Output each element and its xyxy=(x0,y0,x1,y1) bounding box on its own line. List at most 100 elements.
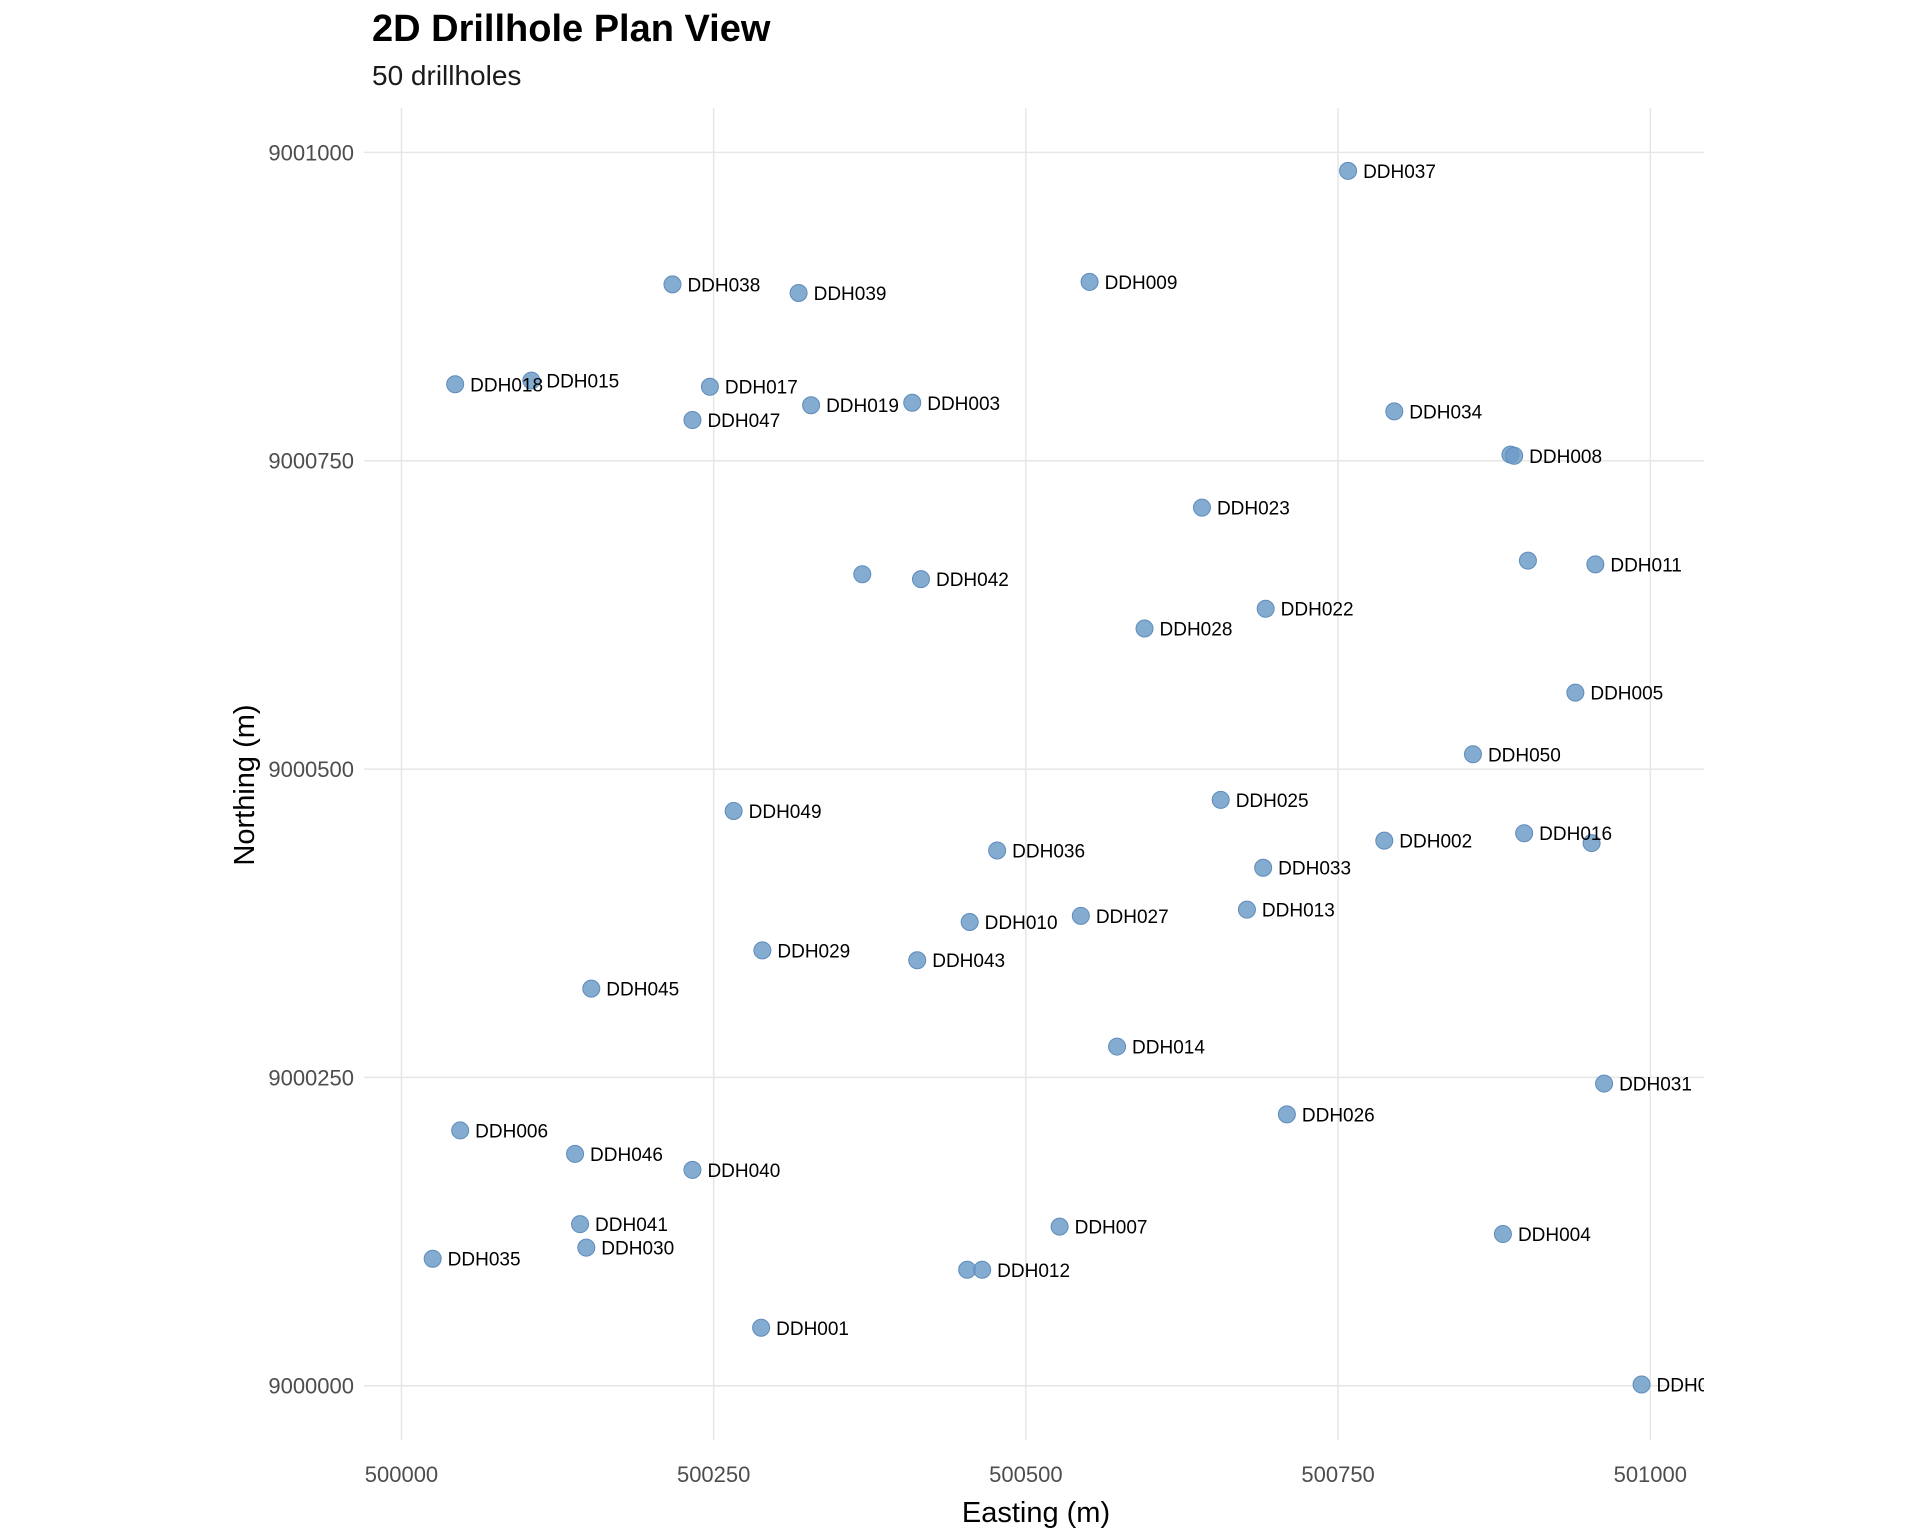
drillhole-point xyxy=(753,941,772,960)
drillhole-point xyxy=(973,1260,992,1279)
drillhole-label: DDH036 xyxy=(1012,841,1085,862)
drillhole-point xyxy=(988,841,1007,860)
drillhole-point xyxy=(582,979,601,998)
drillhole-label: DDH026 xyxy=(1302,1105,1375,1126)
drillhole-point xyxy=(1586,555,1605,574)
drillhole-label: DDH045 xyxy=(606,980,679,1001)
drillhole-label: DDH017 xyxy=(725,378,798,399)
drillhole-point xyxy=(577,1238,596,1257)
drillhole-point xyxy=(1256,599,1275,618)
drillhole-label: DDH046 xyxy=(590,1145,663,1166)
drillhole-point xyxy=(903,393,922,412)
drillhole-label: DDH005 xyxy=(1590,684,1663,705)
drillhole-label: DDH003 xyxy=(927,394,1000,415)
drillhole-label: DDH008 xyxy=(1529,447,1602,468)
drillhole-point xyxy=(960,913,979,931)
drillhole-label: DDH040 xyxy=(707,1161,780,1182)
drillhole-label: DDH002 xyxy=(1399,832,1472,853)
drillhole-point xyxy=(1595,1074,1614,1093)
drillhole-label: DDH039 xyxy=(814,284,887,305)
drillhole-label: DDH050 xyxy=(1488,745,1561,766)
drillhole-point xyxy=(683,411,702,430)
drillhole-point xyxy=(1385,402,1404,421)
drillhole-point xyxy=(683,1160,702,1179)
drillhole-label: DDH022 xyxy=(1281,600,1354,621)
chart-subtitle: 50 drillholes xyxy=(372,60,522,91)
drillhole-label: DDH028 xyxy=(1160,619,1233,640)
drillhole-point xyxy=(1375,831,1394,850)
drillhole-point xyxy=(1277,1105,1296,1124)
drillhole-point xyxy=(1071,906,1090,925)
drillhole-point xyxy=(802,396,821,415)
drillhole-label: DDH004 xyxy=(1518,1225,1591,1246)
y-tick-label: 9000500 xyxy=(268,757,354,782)
labels-layer: DDH001 DDH002 DDH003 DDH004 DDH005 DDH006 DDH0… xyxy=(448,162,1709,1397)
drillhole-point xyxy=(1254,858,1273,877)
drillhole-point xyxy=(423,1249,442,1268)
drillhole-label: DDH010 xyxy=(985,913,1058,934)
drillhole-point xyxy=(1463,745,1482,764)
chart-title: 2D Drillhole Plan View xyxy=(372,8,771,50)
drillhole-label: DDH047 xyxy=(707,411,780,432)
drillhole-label: DDH041 xyxy=(595,1215,668,1236)
drillhole-label: DDH0 xyxy=(1657,1376,1709,1397)
drillhole-label: DDH012 xyxy=(997,1261,1070,1282)
drillhole-point xyxy=(522,371,541,390)
y-axis-title: Northing (m) xyxy=(229,704,261,865)
drillhole-label: DDH014 xyxy=(1132,1038,1205,1059)
grid-layer xyxy=(364,108,1704,1440)
drillhole-point xyxy=(752,1318,771,1337)
drillhole-label: DDH043 xyxy=(932,951,1005,972)
drillhole-label: DDH030 xyxy=(601,1239,674,1260)
drillhole-label: DDH033 xyxy=(1278,859,1351,880)
y-tick-label: 9001000 xyxy=(268,140,354,165)
drillhole-label: DDH031 xyxy=(1619,1075,1692,1096)
drillhole-label: DDH023 xyxy=(1217,499,1290,520)
drillhole-label: DDH015 xyxy=(546,372,619,393)
drillhole-label: DDH035 xyxy=(448,1250,521,1271)
drillhole-label: DDH025 xyxy=(1236,791,1309,812)
x-axis-title: Easting (m) xyxy=(962,1497,1110,1529)
drillhole-label: DDH042 xyxy=(936,570,1009,591)
x-axis-ticks: 500000 500250 500500 500750 501000 xyxy=(365,1462,1687,1487)
drillhole-point xyxy=(663,275,682,294)
points-layer xyxy=(423,161,1651,1394)
drillhole-point xyxy=(958,1260,977,1279)
drillhole-label: DDH034 xyxy=(1409,402,1482,423)
drillhole-point xyxy=(724,802,743,820)
drillhole-label: DDH016 xyxy=(1539,824,1612,845)
drillhole-label: DDH006 xyxy=(475,1121,548,1142)
drillhole-point xyxy=(1493,1225,1512,1244)
drillhole-label: DDH027 xyxy=(1096,907,1169,928)
drillhole-point xyxy=(1582,834,1601,853)
drillhole-point xyxy=(1566,683,1585,702)
drillhole-label: DDH029 xyxy=(777,941,850,962)
drillhole-label: DDH037 xyxy=(1363,162,1436,183)
drillhole-point xyxy=(911,570,930,589)
y-tick-label: 9000750 xyxy=(268,449,354,474)
x-tick-label: 500500 xyxy=(989,1462,1062,1487)
drillhole-point xyxy=(1237,900,1256,919)
drillhole-label: DDH049 xyxy=(749,802,822,823)
drillhole-point xyxy=(1505,446,1524,465)
drillhole-label: DDH007 xyxy=(1075,1218,1148,1239)
drillhole-label: DDH001 xyxy=(776,1319,849,1340)
drillhole-point xyxy=(789,284,808,302)
drillhole-point xyxy=(1632,1375,1651,1394)
drillhole-label: DDH011 xyxy=(1610,555,1681,576)
x-tick-label: 500250 xyxy=(677,1462,750,1487)
drillhole-point xyxy=(908,951,927,970)
drillhole-label: DDH038 xyxy=(687,275,760,296)
drillhole-point xyxy=(1135,619,1154,638)
drillhole-label: DDH018 xyxy=(470,375,543,396)
x-tick-label: 500000 xyxy=(365,1462,438,1487)
drillhole-point xyxy=(1108,1037,1127,1056)
drillhole-point xyxy=(1339,161,1358,180)
x-tick-label: 500750 xyxy=(1301,1462,1374,1487)
drillhole-label: DDH013 xyxy=(1262,901,1335,922)
y-tick-label: 9000250 xyxy=(268,1065,354,1090)
drillhole-label: DDH019 xyxy=(826,396,899,417)
drillhole-point xyxy=(451,1121,470,1140)
drillhole-point xyxy=(700,377,719,396)
